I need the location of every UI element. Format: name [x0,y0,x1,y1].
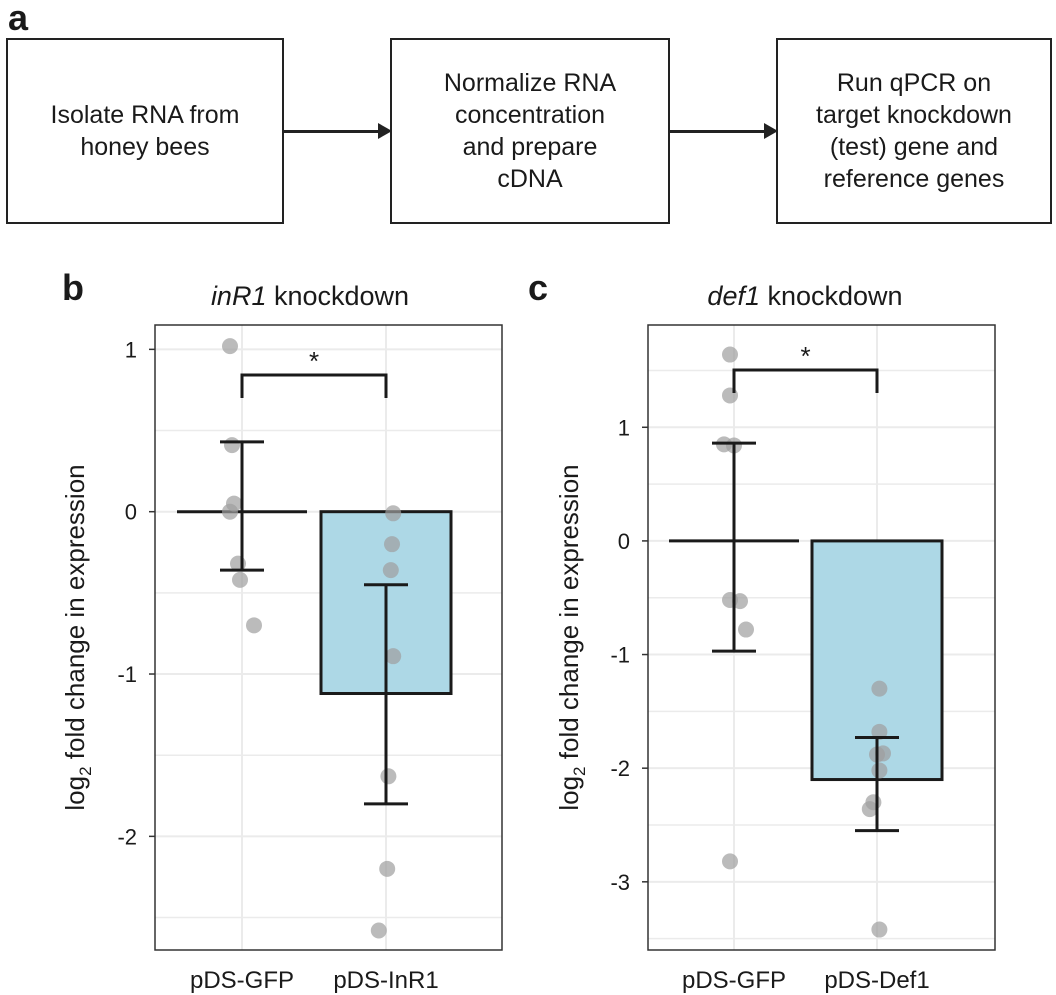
chart-c-title: def1 knockdown [707,281,902,311]
chart-b-data-point [370,922,387,939]
chart-b-ytick-label: 0 [125,500,137,525]
chart-c-xtick-label: pDS-GFP [682,967,786,994]
chart-b-ylabel-prefix: log [60,776,90,811]
chart-b-data-point [382,562,399,579]
chart-c-data-point [871,680,888,697]
chart-b-significance-star: * [309,346,319,376]
chart-c-data-point [871,921,888,938]
chart-b-error-bar [220,440,264,572]
chart-b-title-rest: knockdown [266,281,409,311]
chart-b-ytick-label: -1 [117,662,137,687]
chart-b-ylabel-rest: fold change in expression [60,464,90,766]
chart-b-xtick-label: pDS-GFP [190,967,294,994]
chart-c-ylabel-rest: fold change in expression [554,464,584,766]
chart-b-title: inR1 knockdown [211,281,409,311]
chart-c-significance-star: * [800,341,810,371]
chart-b-ylabel-sub: 2 [76,766,95,775]
chart-c-xtick-label: pDS-Def1 [824,967,929,994]
chart-b-plot-border [154,324,503,951]
flow-step-normalize-rna: Normalize RNA concentration and prepare … [390,38,670,224]
chart-b-ytick-label: -2 [117,824,137,849]
chart-c-ytick-label: 1 [618,415,630,440]
chart-b-data-point [232,571,248,588]
chart-c-data-point [722,387,738,404]
chart-c-title-gene: def1 [707,281,760,311]
chart-c-ytick-label: 0 [618,529,630,554]
chart-c-ylabel-sub: 2 [570,766,589,775]
chart-b-data-point [384,536,400,553]
flow-step-isolate-rna: Isolate RNA from honey bees [6,38,284,224]
flow-arrow-2 [670,123,778,139]
chart-b-ytick-label: 1 [125,337,137,362]
chart-c-data-point [871,762,888,779]
chart-b-data-point [379,860,396,877]
chart-c-data-point [722,853,738,870]
chart-c-ytick-label: -2 [610,756,630,781]
chart-c-ylabel: log2 fold change in expression [554,464,589,810]
chart-c-panel-letter: c [528,267,548,308]
chart-c-significance-bracket [732,368,879,393]
chart-b-data-point [246,617,262,634]
chart-b-data-point [385,648,402,665]
chart-b-data-point [224,437,240,454]
chart-c-plot-border [647,324,996,951]
chart-b-ylabel: log2 fold change in expression [60,464,95,810]
chart-c-ytick-label: -3 [610,870,630,895]
chart-c-data-point [732,593,748,610]
chart-c-title-rest: knockdown [760,281,903,311]
chart-b-data-point [222,503,238,520]
flow-step-run-qpcr: Run qPCR on target knockdown (test) gene… [776,38,1052,224]
chart-b-xtick-label: pDS-InR1 [333,967,438,994]
chart-c-data-point [861,801,878,818]
chart-c-data-point [738,621,754,638]
chart-b-data-point [380,768,397,785]
chart-b-data-point [222,338,238,355]
chart-b-significance-bracket [240,373,388,398]
chart-b-panel-letter: b [62,267,84,308]
chart-b-title-gene: inR1 [211,281,267,311]
panel-label-a: a [8,0,29,38]
chart-c-data-point [722,346,738,363]
chart-c-ylabel-prefix: log [554,776,584,811]
chart-c-ytick-label: -1 [610,643,630,668]
chart-c-error-bar [712,441,756,653]
chart-c-error-bar [855,736,899,833]
chart-b-data-point [385,505,402,522]
chart-b-error-bar [364,583,408,806]
flow-arrow-1 [284,123,392,139]
chart-c-data-point [871,723,888,740]
